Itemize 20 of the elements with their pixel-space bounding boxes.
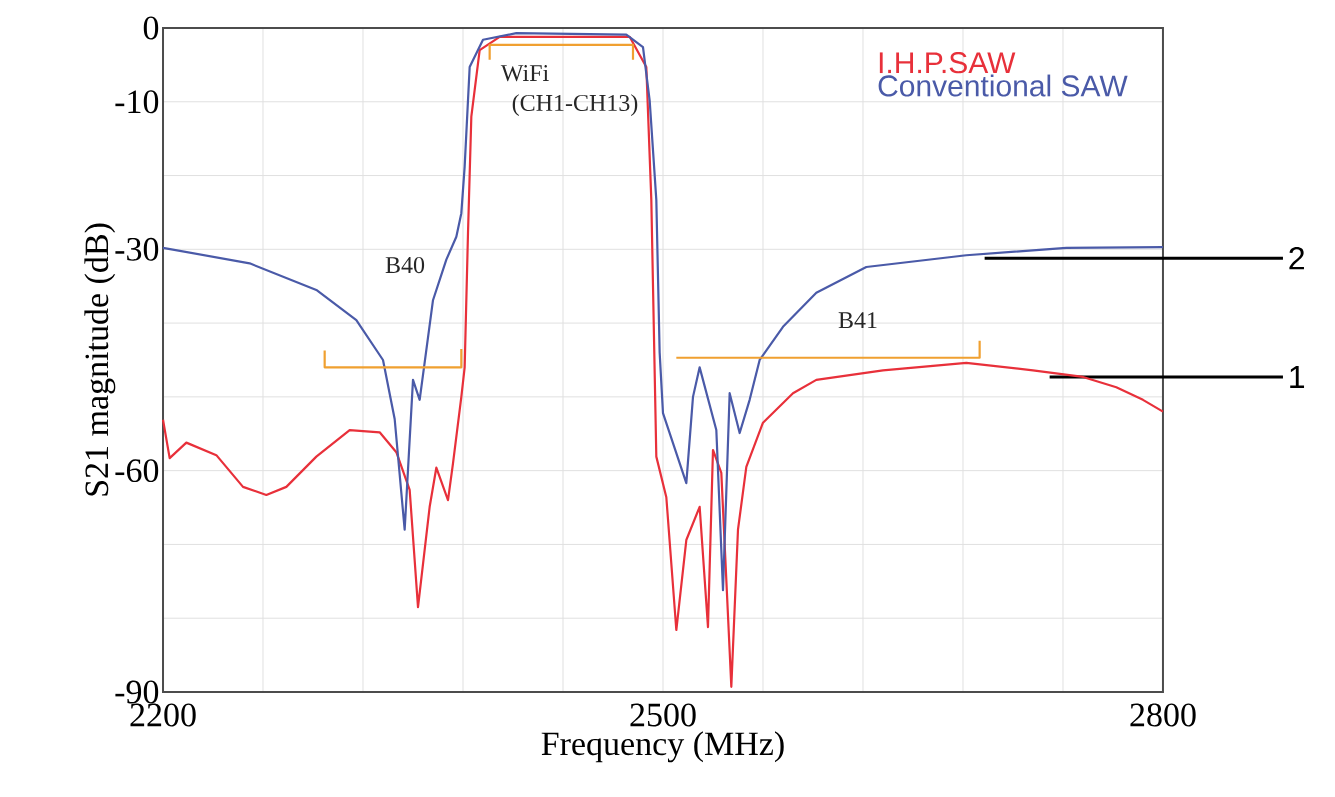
y-tick-label: -90 — [115, 680, 159, 704]
y-tick-label: -10 — [115, 90, 159, 114]
annotation: (CH1-CH13) — [512, 94, 638, 116]
annotation: B41 — [838, 312, 877, 329]
annotation: WiFi — [500, 65, 549, 82]
y-tick-label: -30 — [115, 237, 159, 261]
x-tick-label: 2800 — [1130, 703, 1196, 727]
annotation: B40 — [385, 256, 425, 274]
y-tick-label: -60 — [115, 459, 159, 483]
annotation: 2 — [1289, 247, 1304, 270]
y-tick-label: 0 — [143, 16, 159, 40]
line-series — [161, 32, 1165, 592]
x-tick-label: 2500 — [630, 703, 696, 727]
x-axis-title: Frequency (MHz) — [541, 731, 784, 763]
annotation: 1 — [1290, 365, 1305, 388]
text: I.H.P.SAW — [879, 52, 1016, 74]
text: Conventional SAW — [878, 74, 1128, 97]
line-series — [161, 35, 1165, 688]
x-tick-label: 2200 — [130, 703, 196, 727]
y-axis-title: S21 magnitude (dB) — [84, 223, 116, 496]
